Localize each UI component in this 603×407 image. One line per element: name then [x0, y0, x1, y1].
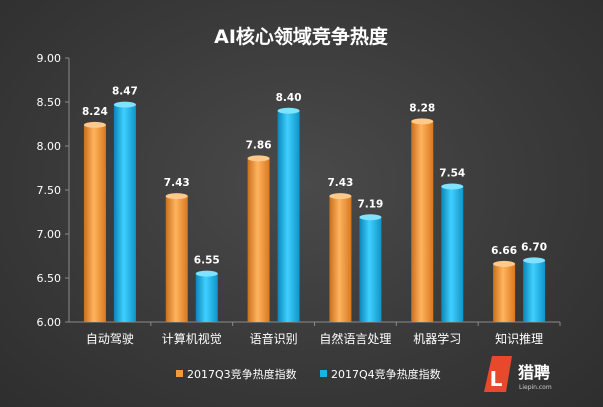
category-label: 机器学习: [413, 331, 461, 346]
legend-swatch-q3: [176, 370, 183, 377]
bar-cap: [359, 214, 382, 221]
data-label: 8.40: [276, 92, 302, 104]
bar-q4: [277, 110, 300, 322]
y-tick-label: 6.00: [37, 316, 62, 329]
bar-cap: [195, 270, 218, 277]
bar-cap: [411, 118, 434, 125]
data-label: 7.86: [246, 139, 272, 151]
category-label: 自然语言处理: [319, 331, 391, 346]
data-label: 8.28: [409, 102, 435, 114]
bar-cap: [113, 101, 136, 108]
logo-mark-icon: [484, 356, 512, 392]
category-label: 自动驾驶: [86, 331, 134, 346]
bar-cap: [329, 193, 352, 200]
legend-swatch-q4: [320, 370, 327, 377]
y-ticks: 6.00 6.50 7.00 7.50 8.00 8.50 9.00: [37, 52, 69, 329]
chart-title: AI核心领域竞争热度: [214, 25, 389, 48]
legend-label-q3: 2017Q3竞争热度指数: [187, 367, 297, 381]
bar-cap: [165, 193, 188, 200]
bar-q4: [113, 104, 136, 322]
data-label: 7.54: [439, 167, 465, 179]
data-label: 7.43: [327, 177, 353, 189]
bar-cap: [441, 183, 464, 190]
data-label: 7.19: [357, 198, 383, 210]
bars: 8.24 8.47 7.43 6.55 7.86 8.40 7.43 7.19 8.28 7.54…: [82, 86, 547, 322]
bar-q4: [195, 273, 218, 322]
data-label: 8.24: [82, 106, 108, 118]
logo-subtext: Liepin.com: [519, 384, 552, 391]
bar-q3: [493, 263, 516, 322]
bar-q3: [411, 121, 434, 322]
category-labels: 自动驾驶 计算机视觉 语音识别 自然语言处理 机器学习 知识推理: [86, 322, 561, 346]
data-label: 7.43: [164, 177, 190, 189]
y-tick-label: 7.50: [37, 184, 62, 197]
y-tick-label: 6.50: [37, 272, 62, 285]
data-label: 6.70: [521, 241, 547, 253]
logo-mark-letter: L: [490, 367, 503, 391]
y-tick-label: 8.50: [37, 96, 62, 109]
y-tick-label: 8.00: [37, 140, 62, 153]
data-label: 6.55: [194, 255, 220, 267]
bar-cap: [247, 155, 270, 162]
bar-q4: [359, 217, 382, 322]
data-label: 8.47: [112, 86, 138, 98]
bar-q4: [441, 186, 464, 322]
category-label: 知识推理: [495, 332, 543, 346]
y-tick-label: 9.00: [37, 52, 62, 65]
logo-text: 猎聘: [518, 363, 550, 382]
legend: 2017Q3竞争热度指数 2017Q4竞争热度指数: [176, 367, 441, 381]
legend-label-q4: 2017Q4竞争热度指数: [331, 367, 441, 381]
bar-cap: [493, 260, 516, 267]
bar-cap: [83, 121, 106, 128]
bar-q3: [329, 196, 352, 322]
data-label: 6.66: [491, 245, 517, 257]
bar-q3: [83, 124, 106, 322]
category-label: 计算机视觉: [162, 331, 222, 346]
y-tick-label: 7.00: [37, 228, 62, 241]
bar-cap: [523, 257, 546, 264]
liepin-logo: L 猎聘 Liepin.com: [484, 356, 552, 392]
category-label: 语音识别: [250, 331, 298, 346]
bar-q3: [247, 158, 270, 322]
bar-cap: [277, 107, 300, 114]
bar-q3: [165, 196, 188, 322]
bar-q4: [523, 260, 546, 322]
